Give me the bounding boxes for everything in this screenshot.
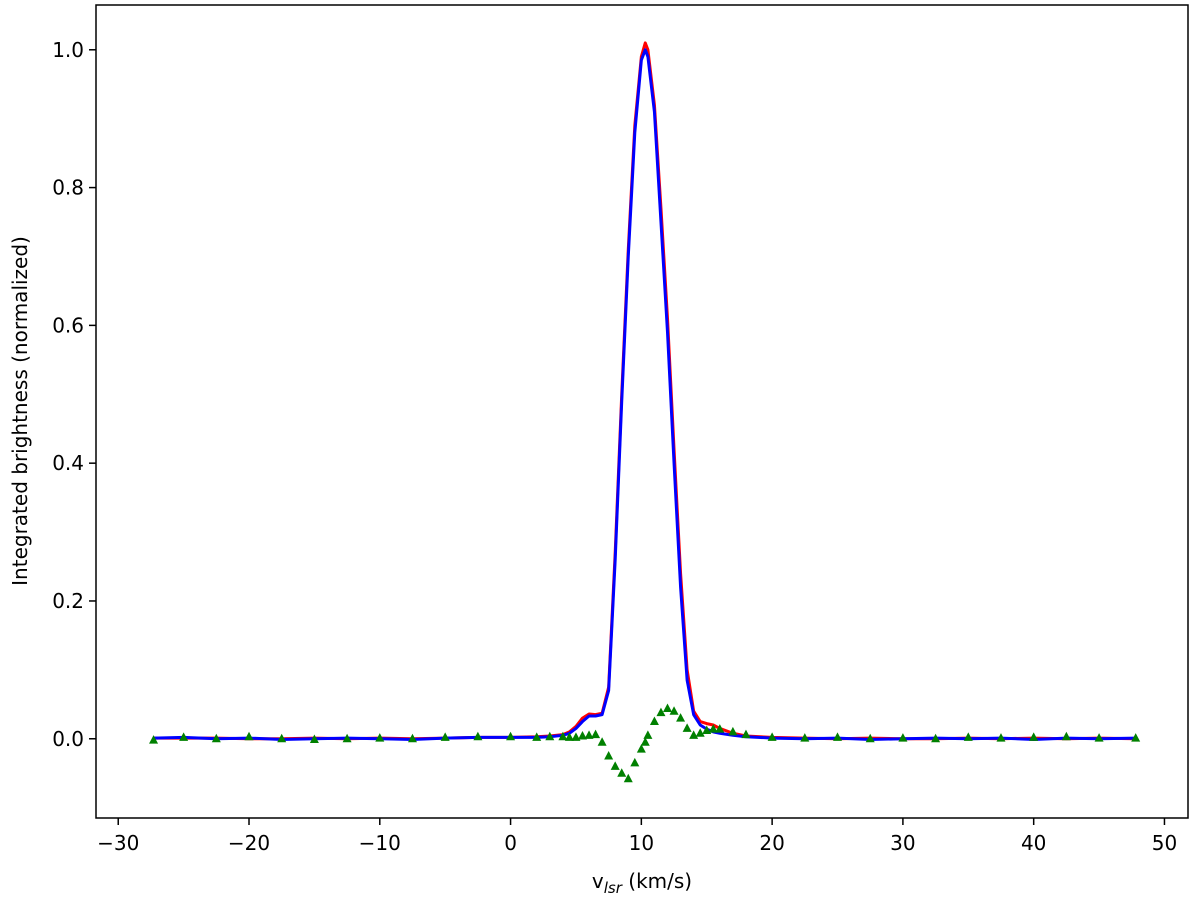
marker	[623, 773, 633, 783]
marker	[636, 744, 646, 753]
marker	[309, 734, 319, 743]
marker	[591, 729, 601, 739]
marker	[996, 733, 1006, 742]
marker	[571, 732, 581, 741]
marker	[643, 730, 653, 739]
marker	[708, 724, 718, 733]
marker	[1029, 732, 1039, 741]
x-tick-label: −30	[97, 831, 139, 855]
marker	[800, 733, 810, 742]
y-tick-label: 0.0	[52, 727, 84, 751]
marker	[931, 733, 941, 743]
x-label-rest: (km/s)	[622, 869, 692, 893]
marker	[767, 732, 777, 741]
marker	[640, 737, 650, 746]
marker	[865, 733, 875, 743]
x-label-sub: lsr	[604, 879, 623, 897]
y-tick-label: 0.6	[52, 313, 84, 337]
marker	[473, 731, 483, 741]
marker	[342, 733, 352, 743]
marker	[597, 737, 607, 746]
x-tick-label: −20	[228, 831, 270, 855]
marker	[833, 732, 843, 741]
marker	[728, 726, 738, 736]
marker	[630, 757, 640, 767]
y-axis-label: Integrated brightness (normalized)	[8, 236, 32, 586]
marker	[715, 724, 725, 733]
marker	[610, 761, 620, 770]
y-tick-label: 0.4	[52, 451, 84, 475]
marker	[211, 733, 221, 743]
marker	[963, 732, 973, 741]
plot-frame	[95, 4, 1189, 819]
marker	[669, 706, 679, 715]
marker	[1131, 733, 1141, 742]
marker	[1094, 733, 1104, 742]
x-tick-label: 20	[759, 831, 784, 855]
y-tick-label: 0.2	[52, 589, 84, 613]
marker	[558, 731, 568, 741]
marker	[676, 713, 686, 722]
x-tick-label: 10	[629, 831, 654, 855]
marker	[440, 732, 450, 741]
marker	[649, 716, 659, 726]
marker	[577, 731, 587, 740]
marker	[375, 733, 385, 742]
marker	[407, 733, 417, 743]
y-tick-label: 1.0	[52, 38, 84, 62]
y-tick-label: 0.8	[52, 176, 84, 200]
marker	[179, 732, 189, 741]
marker	[702, 725, 712, 734]
marker	[584, 730, 594, 739]
marker	[617, 768, 627, 777]
marker	[741, 729, 751, 739]
x-tick-label: −10	[359, 831, 401, 855]
marker	[663, 703, 673, 712]
marker	[532, 732, 542, 741]
marker	[898, 733, 908, 742]
marker	[656, 707, 666, 717]
x-tick-label: 40	[1021, 831, 1046, 855]
x-tick-label: 30	[890, 831, 915, 855]
marker	[244, 731, 254, 741]
x-label-main: v	[592, 869, 604, 893]
marker	[564, 732, 574, 741]
marker	[695, 728, 705, 737]
marker	[1061, 731, 1071, 741]
marker	[506, 731, 516, 741]
marker	[545, 731, 555, 741]
series-line	[153, 48, 1136, 741]
marker	[604, 750, 614, 760]
x-tick-label: 50	[1152, 831, 1177, 855]
x-axis-label: vlsr (km/s)	[592, 869, 692, 897]
x-tick-label: 0	[504, 831, 517, 855]
marker	[277, 733, 287, 743]
marker	[682, 723, 692, 732]
marker	[149, 735, 159, 744]
series-line	[153, 41, 1136, 741]
